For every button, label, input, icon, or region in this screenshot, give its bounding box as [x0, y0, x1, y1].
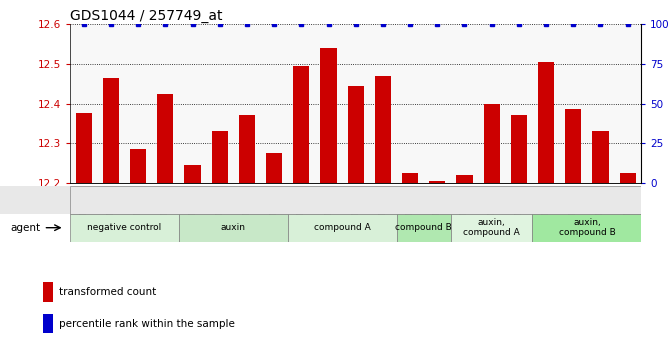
Bar: [397, 214, 451, 242]
Bar: [321, 48, 337, 183]
Bar: [212, 131, 228, 183]
Text: compound B: compound B: [395, 223, 452, 232]
Text: compound A: compound A: [314, 223, 371, 232]
Bar: [0, 186, 70, 214]
Bar: [70, 214, 179, 242]
Text: auxin,
compound B: auxin, compound B: [558, 218, 615, 237]
Text: transformed count: transformed count: [59, 287, 156, 297]
Bar: [429, 181, 446, 183]
Bar: [43, 282, 53, 302]
Bar: [157, 93, 174, 183]
Bar: [532, 214, 641, 242]
Bar: [511, 116, 527, 183]
Bar: [266, 153, 283, 183]
Bar: [75, 114, 92, 183]
Bar: [293, 66, 309, 183]
Bar: [288, 214, 397, 242]
Bar: [0, 214, 70, 242]
Text: negative control: negative control: [88, 223, 162, 232]
Bar: [619, 173, 636, 183]
Bar: [238, 116, 255, 183]
Bar: [565, 109, 581, 183]
Bar: [538, 62, 554, 183]
Bar: [103, 78, 119, 183]
Text: percentile rank within the sample: percentile rank within the sample: [59, 319, 235, 328]
Bar: [347, 86, 364, 183]
Bar: [451, 214, 532, 242]
Text: agent: agent: [11, 223, 41, 233]
Bar: [484, 104, 500, 183]
Bar: [70, 186, 641, 214]
Bar: [130, 149, 146, 183]
Bar: [43, 314, 53, 333]
Bar: [375, 76, 391, 183]
Text: auxin: auxin: [221, 223, 246, 232]
Bar: [179, 214, 288, 242]
Bar: [593, 131, 609, 183]
Bar: [402, 173, 418, 183]
Text: auxin,
compound A: auxin, compound A: [464, 218, 520, 237]
Text: GDS1044 / 257749_at: GDS1044 / 257749_at: [70, 9, 222, 23]
Bar: [184, 165, 200, 183]
Bar: [456, 175, 473, 183]
